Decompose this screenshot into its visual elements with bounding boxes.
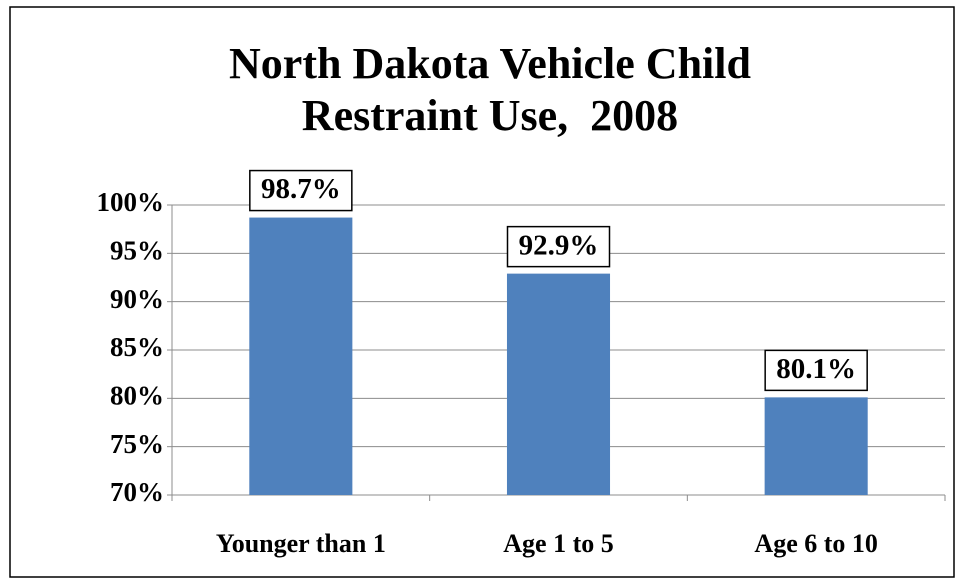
data-label: 92.9% [519,229,599,261]
data-label-box [249,169,353,212]
x-tick-label: Age 1 to 5 [503,529,613,558]
bar [506,273,611,495]
y-tick-label: 85% [110,332,164,362]
chart-title: Restraint Use, 2008 [302,91,678,140]
data-label-box [506,225,611,268]
y-tick-label: 95% [110,236,164,266]
chart-title: North Dakota Vehicle Child [229,39,751,88]
bar [764,397,868,495]
data-label: 80.1% [776,353,856,385]
y-tick-label: 75% [110,429,164,459]
y-tick-label: 80% [110,381,164,411]
y-tick-label: 90% [110,284,164,314]
y-tick-label: 100% [97,187,165,217]
x-tick-label: Age 6 to 10 [754,529,877,558]
data-label: 98.7% [261,173,341,205]
y-tick-label: 70% [110,477,164,507]
x-tick-label: Younger than 1 [216,529,386,558]
data-label-box [764,349,868,392]
bar [249,217,353,496]
